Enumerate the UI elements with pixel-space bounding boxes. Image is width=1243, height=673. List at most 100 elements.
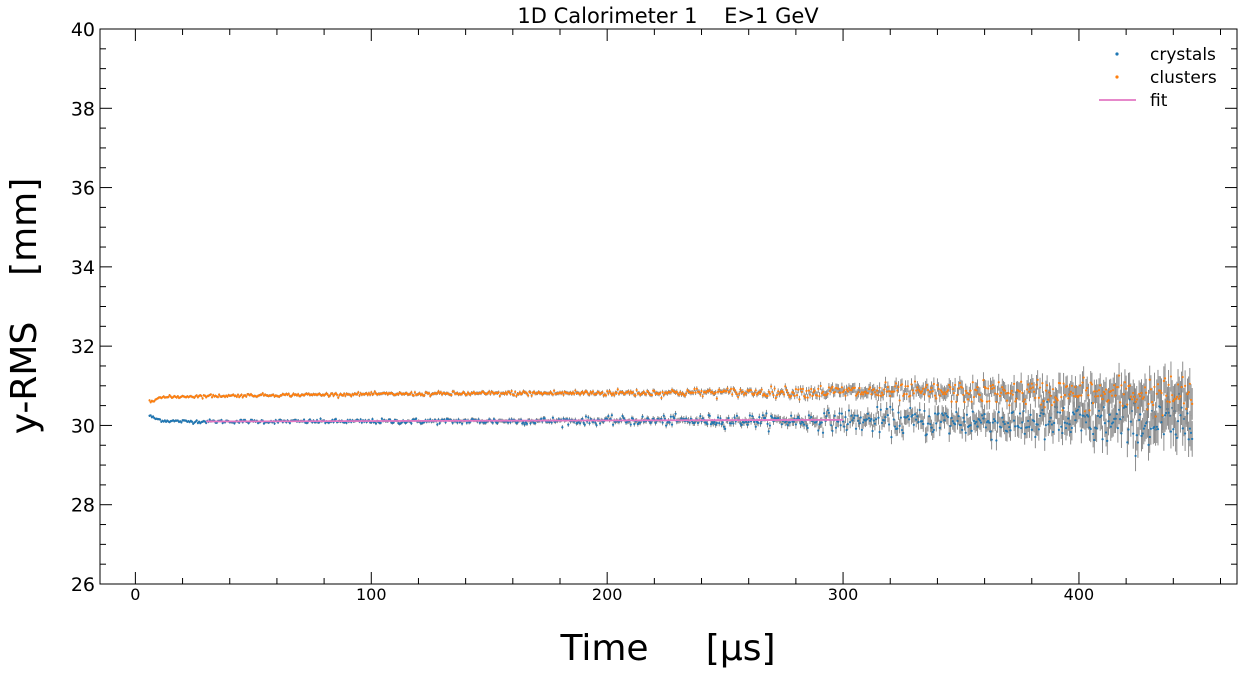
crystals-point	[1136, 441, 1140, 444]
crystals-point	[859, 416, 862, 419]
clusters-point	[714, 391, 717, 394]
crystals-point	[834, 426, 838, 429]
crystals-point	[576, 421, 579, 424]
clusters-point	[698, 390, 701, 394]
crystals-point	[1132, 432, 1135, 435]
clusters-point	[148, 399, 151, 402]
crystals-point	[1037, 428, 1040, 431]
crystals-point	[1148, 435, 1151, 439]
clusters-point	[1088, 409, 1091, 412]
crystals-point	[1041, 408, 1044, 412]
clusters-point	[996, 393, 999, 396]
crystals-point	[1187, 438, 1190, 441]
crystals-point	[1011, 410, 1015, 414]
clusters-point	[1148, 378, 1151, 381]
clusters-point	[981, 399, 984, 403]
clusters-point	[1142, 396, 1145, 399]
clusters-point	[1147, 402, 1150, 406]
clusters-point	[847, 386, 851, 390]
crystals-point	[1093, 438, 1096, 442]
clusters-point	[716, 390, 720, 393]
crystals-point	[770, 414, 773, 418]
clusters-point	[1041, 382, 1044, 385]
clusters-point	[1024, 402, 1027, 406]
clusters-point	[854, 394, 858, 397]
crystals-point	[1181, 427, 1184, 430]
crystals-point	[957, 414, 960, 418]
clusters-point	[1116, 385, 1119, 389]
clusters-point	[647, 391, 650, 394]
crystals-point	[1153, 425, 1156, 429]
clusters-point	[1103, 392, 1106, 396]
crystals-point	[825, 415, 828, 418]
clusters-point	[932, 382, 935, 386]
clusters-point	[1149, 388, 1152, 391]
clusters-point	[766, 394, 769, 398]
crystals-point	[1017, 426, 1020, 429]
clusters-point	[911, 389, 914, 392]
crystals-point	[456, 421, 459, 424]
crystals-point	[1189, 431, 1193, 434]
crystals-point	[843, 425, 846, 428]
clusters-point	[858, 386, 861, 390]
clusters-point	[1014, 400, 1017, 403]
crystals-point	[1060, 425, 1063, 428]
clusters-point	[590, 392, 593, 395]
clusters-point	[193, 396, 196, 399]
clusters-point	[807, 389, 810, 392]
crystals-point	[641, 415, 644, 418]
clusters-point	[711, 390, 714, 393]
clusters-point	[767, 390, 770, 393]
clusters-point	[715, 397, 718, 400]
clusters-point	[635, 388, 638, 392]
clusters-point	[961, 386, 964, 389]
clusters-point	[1153, 385, 1156, 389]
clusters-point	[518, 391, 521, 394]
crystals-point	[996, 421, 999, 424]
crystals-point	[1169, 430, 1173, 433]
crystals-point	[884, 416, 887, 419]
crystals-point	[764, 416, 767, 419]
clusters-point	[869, 386, 872, 389]
clusters-point	[1152, 403, 1155, 407]
crystals-point	[1028, 425, 1031, 428]
clusters-point	[1018, 390, 1022, 393]
clusters-point	[784, 385, 787, 388]
clusters-point	[1009, 392, 1012, 395]
clusters-point	[945, 390, 948, 393]
crystals-point	[889, 405, 892, 409]
clusters-point	[1141, 397, 1144, 400]
clusters-point	[436, 392, 439, 395]
crystals-point	[1095, 427, 1098, 430]
crystals-point	[821, 431, 825, 434]
crystals-point	[1162, 433, 1165, 436]
clusters-point	[726, 387, 729, 390]
crystals-point	[932, 428, 935, 432]
clusters-point	[1113, 384, 1116, 387]
clusters-point	[661, 390, 664, 394]
crystals-point	[746, 423, 749, 427]
clusters-point	[857, 391, 860, 394]
clusters-point	[369, 393, 372, 396]
clusters-point	[813, 389, 816, 392]
crystals-point	[937, 412, 940, 415]
clusters-point	[991, 383, 994, 387]
clusters-point	[373, 390, 376, 393]
clusters-point	[195, 394, 198, 397]
crystals-point	[1001, 416, 1004, 419]
crystals-point	[1138, 418, 1141, 422]
crystals-point	[818, 423, 821, 426]
clusters-point	[681, 392, 684, 395]
crystals-point	[865, 418, 868, 421]
crystals-point	[567, 423, 570, 426]
clusters-point	[885, 390, 888, 393]
clusters-point	[209, 393, 212, 396]
clusters-point	[966, 398, 970, 401]
clusters-point	[972, 396, 976, 399]
clusters-point	[469, 393, 472, 396]
clusters-point	[1117, 374, 1121, 377]
clusters-point	[998, 394, 1002, 398]
legend-swatch	[1115, 75, 1119, 79]
clusters-point	[913, 380, 917, 383]
clusters-point	[343, 392, 346, 395]
